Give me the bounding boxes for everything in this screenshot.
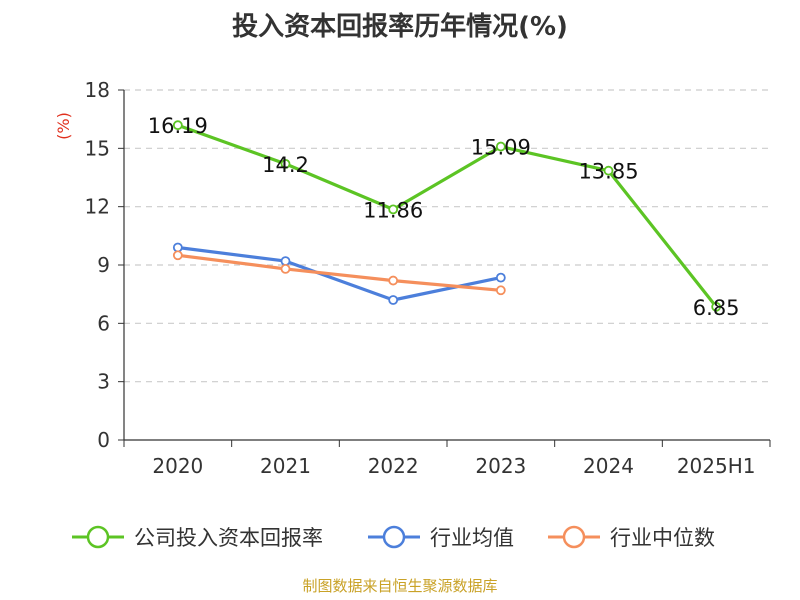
grid-lines	[124, 89, 770, 383]
y-tick-label: 3	[97, 370, 110, 394]
series-line-0	[177, 123, 718, 308]
legend-marker-2	[562, 525, 586, 549]
series-2-point	[280, 263, 291, 274]
legend-marker-1	[382, 525, 406, 549]
series-1-point	[172, 242, 183, 253]
legend-marker-0	[86, 525, 110, 549]
x-tick-label: 2025H1	[677, 454, 756, 478]
x-tick-label: 2022	[368, 454, 419, 478]
series-1-point	[280, 256, 291, 267]
y-tick-label: 0	[97, 428, 110, 452]
series-2-point	[388, 275, 399, 286]
series-line-1	[177, 245, 502, 302]
data-label: 13.85	[578, 160, 638, 184]
series-0-point	[603, 165, 614, 176]
series-0-point	[711, 301, 722, 312]
chart-title: 投入资本回报率历年情况(%)	[232, 12, 568, 42]
series-line-2	[177, 253, 501, 292]
y-tick-label: 6	[97, 311, 110, 335]
series-layer	[172, 120, 722, 312]
x-tick-label: 2021	[260, 454, 311, 478]
legend: 公司投入资本回报率 行业均值 行业中位数	[72, 525, 715, 550]
x-tick-label: 2020	[152, 454, 203, 478]
source-note: 制图数据来自恒生聚源数据库	[302, 577, 498, 595]
series-1-point	[388, 295, 399, 305]
series-2-point	[495, 285, 506, 296]
data-label: 6.85	[693, 296, 740, 320]
data-label: 14.2	[262, 153, 309, 177]
y-tick-label: 9	[97, 253, 110, 277]
series-0-point	[388, 204, 399, 215]
y-tick-label: 18	[85, 78, 110, 102]
y-axis-label: (%)	[54, 112, 73, 140]
series-2-point	[172, 250, 183, 261]
data-label: 11.86	[363, 198, 423, 222]
legend-label-1: 行业均值	[430, 526, 514, 550]
legend-label-2: 行业中位数	[610, 526, 715, 550]
data-label: 16.19	[148, 114, 208, 138]
legend-label-0: 公司投入资本回报率	[134, 526, 323, 550]
y-tick-label: 12	[85, 195, 110, 219]
y-tick-label: 15	[85, 136, 110, 160]
data-label: 15.09	[471, 136, 531, 160]
series-1-point	[495, 272, 506, 283]
data-labels-layer: 16.19 14.2 11.86 15.09 13.85 6.85	[148, 114, 740, 320]
x-tick-label: 2023	[475, 454, 526, 478]
x-tick-label: 2024	[583, 454, 634, 478]
series-0-point	[280, 158, 291, 169]
series-0-point	[172, 120, 183, 131]
x-axis: 2020 2021 2022 2023 2024 2025H1	[123, 439, 771, 478]
y-axis: 0 3 6 9 12 15 18 (%)	[54, 78, 125, 452]
series-0-point	[495, 141, 506, 152]
